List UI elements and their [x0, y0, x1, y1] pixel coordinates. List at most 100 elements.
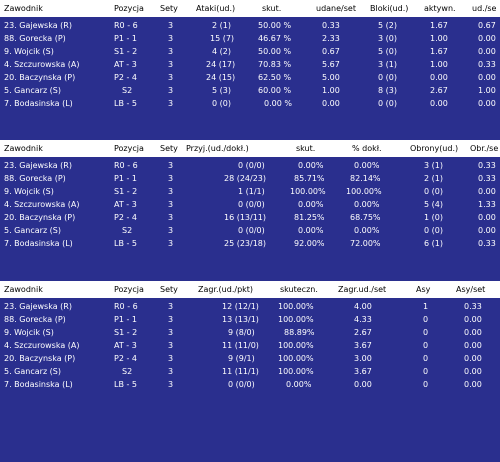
- activity: 1.00: [430, 60, 448, 69]
- position: P1 - 1: [114, 174, 137, 183]
- col-sets: Sety: [160, 285, 178, 294]
- table-row[interactable]: 4. Szczurowska (A) AT - 3 3 11 (11/0) 10…: [0, 339, 500, 352]
- defense-per-set: 0.33: [478, 174, 496, 183]
- activity: 2.67: [430, 86, 448, 95]
- defenses: 0 (0): [424, 226, 443, 235]
- position: P1 - 1: [114, 315, 137, 324]
- player-name: 7. Bodasinska (L): [4, 380, 73, 389]
- aces-per-set: 0.00: [464, 341, 482, 350]
- player-name: 7. Bodasinska (L): [4, 239, 73, 248]
- attack-rows: 23. Gajewska (R) R0 - 6 3 2 (1) 50.00 % …: [0, 17, 500, 110]
- accuracy: 72.00%: [350, 239, 381, 248]
- table-row[interactable]: 4. Szczurowska (A) AT - 3 3 24 (17) 70.8…: [0, 58, 500, 71]
- col-position: Pozycja: [114, 285, 144, 294]
- attacks: 0 (0): [212, 99, 231, 108]
- defenses: 5 (4): [424, 200, 443, 209]
- player-name: 88. Gorecka (P): [4, 315, 66, 324]
- player-name: 9. Wojcik (S): [4, 328, 54, 337]
- block-per-set: 1.00: [478, 86, 496, 95]
- table-row[interactable]: 20. Baczynska (P) P2 - 4 3 24 (15) 62.50…: [0, 71, 500, 84]
- reception-eff: 100.00%: [290, 187, 326, 196]
- sets: 3: [168, 161, 174, 170]
- position: LB - 5: [114, 380, 138, 389]
- serves: 11 (11/0): [222, 341, 259, 350]
- position: LB - 5: [114, 99, 138, 108]
- defense-per-set: 0.00: [478, 187, 496, 196]
- serve-table: Zawodnik Pozycja Sety Zagr.(ud./pkt) sku…: [0, 281, 500, 391]
- block-per-set: 0.00: [478, 34, 496, 43]
- table-row[interactable]: 20. Baczynska (P) P2 - 4 3 16 (13/11) 81…: [0, 211, 500, 224]
- attack-eff: 0.00 %: [264, 99, 292, 108]
- defense-per-set: 0.33: [478, 161, 496, 170]
- aces-per-set: 0.00: [464, 380, 482, 389]
- position: S2: [122, 367, 133, 376]
- table-row[interactable]: 5. Gancarz (S) S2 3 0 (0/0) 0.00% 0.00% …: [0, 224, 500, 237]
- table-row[interactable]: 5. Gancarz (S) S2 3 11 (11/1) 100.00% 3.…: [0, 365, 500, 378]
- table-row[interactable]: 20. Baczynska (P) P2 - 4 3 9 (9/1) 100.0…: [0, 352, 500, 365]
- serve-rows: 23. Gajewska (R) R0 - 6 3 12 (12/1) 100.…: [0, 298, 500, 391]
- serves: 9 (8/0): [228, 328, 255, 337]
- serve-eff: 100.00%: [278, 367, 314, 376]
- serve-eff: 100.00%: [278, 354, 314, 363]
- table-row[interactable]: 9. Wojcik (S) S1 - 2 3 4 (2) 50.00 % 0.6…: [0, 45, 500, 58]
- attacks: 5 (3): [212, 86, 231, 95]
- table-row[interactable]: 5. Gancarz (S) S2 3 5 (3) 60.00 % 1.00 8…: [0, 84, 500, 97]
- col-accuracy: % dokł.: [352, 144, 382, 153]
- col-serve-per-set: Zagr.ud./set: [338, 285, 387, 294]
- sets: 3: [168, 354, 174, 363]
- sets: 3: [168, 21, 174, 30]
- position: S1 - 2: [114, 187, 138, 196]
- reception-table: Zawodnik Pozycja Sety Przyj.(ud./dokł.) …: [0, 140, 500, 250]
- aces-per-set: 0.00: [464, 328, 482, 337]
- position: R0 - 6: [114, 161, 138, 170]
- table-row[interactable]: 7. Bodasinska (L) LB - 5 3 0 (0) 0.00 % …: [0, 97, 500, 110]
- defenses: 2 (1): [424, 174, 443, 183]
- player-name: 4. Szczurowska (A): [4, 200, 80, 209]
- blocks: 0 (0): [378, 73, 397, 82]
- aces: 0: [423, 315, 429, 324]
- col-player: Zawodnik: [4, 285, 43, 294]
- table-row[interactable]: 23. Gajewska (R) R0 - 6 3 2 (1) 50.00 % …: [0, 19, 500, 32]
- position: AT - 3: [114, 60, 137, 69]
- player-name: 5. Gancarz (S): [4, 367, 61, 376]
- attack-per-set: 0.00: [322, 99, 340, 108]
- position: AT - 3: [114, 200, 137, 209]
- aces: 0: [423, 341, 429, 350]
- aces: 0: [423, 380, 429, 389]
- table-row[interactable]: 23. Gajewska (R) R0 - 6 3 12 (12/1) 100.…: [0, 300, 500, 313]
- serves: 9 (9/1): [228, 354, 255, 363]
- table-row[interactable]: 7. Bodasinska (L) LB - 5 3 0 (0/0) 0.00%…: [0, 378, 500, 391]
- blocks: 3 (0): [378, 34, 397, 43]
- defenses: 3 (1): [424, 161, 443, 170]
- player-name: 7. Bodasinska (L): [4, 99, 73, 108]
- table-row[interactable]: 4. Szczurowska (A) AT - 3 3 0 (0/0) 0.00…: [0, 198, 500, 211]
- player-name: 5. Gancarz (S): [4, 226, 61, 235]
- table-row[interactable]: 23. Gajewska (R) R0 - 6 3 0 (0/0) 0.00% …: [0, 159, 500, 172]
- blocks: 3 (1): [378, 60, 397, 69]
- player-name: 23. Gajewska (R): [4, 161, 72, 170]
- player-name: 23. Gajewska (R): [4, 21, 72, 30]
- receptions: 16 (13/11): [224, 213, 267, 222]
- table-row[interactable]: 88. Gorecka (P) P1 - 1 3 28 (24/23) 85.7…: [0, 172, 500, 185]
- receptions: 1 (1/1): [238, 187, 265, 196]
- blocks: 5 (0): [378, 47, 397, 56]
- table-row[interactable]: 9. Wojcik (S) S1 - 2 3 9 (8/0) 88.89% 2.…: [0, 326, 500, 339]
- activity: 1.67: [430, 21, 448, 30]
- serve-eff: 100.00%: [278, 315, 314, 324]
- serve-per-set: 2.67: [354, 328, 372, 337]
- position: P1 - 1: [114, 34, 137, 43]
- attack-eff: 46.67 %: [258, 34, 292, 43]
- table-row[interactable]: 9. Wojcik (S) S1 - 2 3 1 (1/1) 100.00% 1…: [0, 185, 500, 198]
- attacks: 24 (15): [206, 73, 236, 82]
- col-reception-eff: skut.: [296, 144, 316, 153]
- player-name: 23. Gajewska (R): [4, 302, 72, 311]
- table-row[interactable]: 88. Gorecka (P) P1 - 1 3 15 (7) 46.67 % …: [0, 32, 500, 45]
- table-row[interactable]: 88. Gorecka (P) P1 - 1 3 13 (13/1) 100.0…: [0, 313, 500, 326]
- attack-per-set: 5.67: [322, 60, 340, 69]
- block-per-set: 0.67: [478, 21, 496, 30]
- col-defenses: Obrony(ud.): [410, 144, 459, 153]
- player-name: 20. Baczynska (P): [4, 73, 76, 82]
- table-row[interactable]: 7. Bodasinska (L) LB - 5 3 25 (23/18) 92…: [0, 237, 500, 250]
- col-defense-per-set: Obr./se: [470, 144, 499, 153]
